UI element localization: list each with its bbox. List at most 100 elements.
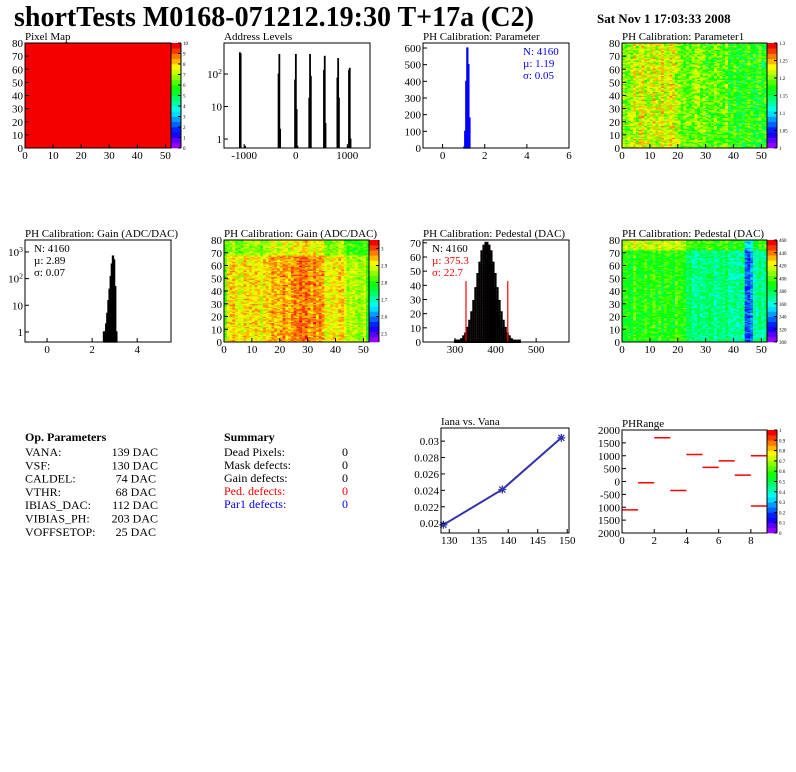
heatmap-cell (719, 61, 723, 63)
heatmap-cell (705, 117, 709, 120)
heatmap-cell (669, 133, 673, 136)
heatmap-cell (680, 46, 684, 49)
heatmap-cell (229, 316, 233, 319)
heatmap-cell (627, 145, 631, 147)
heatmap-cell (677, 145, 681, 147)
heatmap-cell (739, 78, 743, 81)
heatmap-cell (638, 145, 642, 147)
heatmap-cell (708, 54, 712, 57)
heatmap-cell (727, 48, 732, 50)
heatmap-cell (702, 107, 706, 109)
heatmap-cell (672, 79, 676, 82)
heatmap-cell (237, 326, 242, 329)
heatmap-cell (739, 56, 743, 58)
heatmap-cell (719, 125, 723, 128)
heatmap-cell (224, 316, 228, 319)
heatmap-cell (683, 65, 687, 67)
heatmap-cell (633, 71, 637, 74)
heatmap-cell (697, 71, 701, 74)
heatmap-cell (739, 128, 743, 130)
heatmap-cell (226, 276, 230, 279)
heatmap-cell (725, 136, 729, 138)
heatmap-cell (753, 95, 757, 98)
heatmap-cell (672, 136, 676, 138)
heatmap-cell (635, 73, 640, 75)
heatmap-cell (655, 86, 659, 88)
heatmap-cell (688, 124, 693, 126)
heatmap-cell (641, 113, 645, 116)
heatmap-cell (661, 121, 665, 124)
heatmap-cell (758, 81, 762, 83)
heatmap-cell (647, 99, 651, 102)
heatmap-cell (635, 64, 640, 66)
heatmap-cell (755, 82, 759, 84)
heatmap-cell (714, 103, 718, 105)
heatmap-cell (674, 112, 679, 115)
heatmap-cell (736, 53, 740, 56)
heatmap-cell (725, 103, 729, 105)
heatmap-cell (697, 134, 701, 137)
heatmap-cell (635, 69, 640, 71)
heatmap-cell (733, 106, 737, 108)
heatmap-cell (638, 146, 642, 149)
heatmap-cell (764, 106, 768, 108)
heatmap-cell (755, 106, 759, 108)
heatmap-cell (638, 128, 642, 130)
heatmap-cell (761, 90, 765, 92)
heatmap-cell (758, 130, 762, 133)
heatmap-cell (747, 95, 751, 98)
heatmap-cell (680, 43, 684, 45)
heatmap-cell (727, 61, 732, 63)
heatmap-cell (666, 120, 670, 123)
heatmap-cell (666, 141, 670, 144)
heatmap-cell (633, 138, 637, 141)
heatmap-cell (237, 264, 242, 266)
heatmap-cell (649, 100, 653, 103)
heatmap-cell (714, 86, 718, 88)
heatmap-cell (672, 67, 676, 70)
heatmap-cell (705, 73, 709, 75)
heatmap-cell (649, 87, 653, 90)
heatmap-cell (714, 70, 718, 73)
heatmap-cell (647, 121, 651, 124)
heatmap-cell (711, 134, 715, 137)
heatmap-cell (649, 50, 653, 53)
heatmap-cell (755, 83, 759, 86)
heatmap-cell (736, 111, 740, 113)
heatmap-cell (750, 96, 754, 99)
heatmap-cell (730, 132, 734, 134)
heatmap-cell (686, 73, 690, 75)
heatmap-cell (644, 67, 648, 70)
heatmap-cell (672, 64, 676, 66)
heatmap-cell (680, 77, 684, 79)
heatmap-cell (669, 98, 673, 100)
stats-line: σ: 0.07 (34, 267, 65, 279)
heatmap-cell (764, 70, 768, 73)
heatmap-cell (627, 107, 631, 109)
heatmap-cell (647, 113, 651, 116)
heatmap-cell (683, 52, 687, 54)
heatmap-cell (663, 125, 667, 128)
heatmap-cell (680, 96, 684, 99)
heatmap-cell (711, 144, 715, 146)
heatmap-cell (674, 88, 679, 91)
heatmap-cell (666, 132, 670, 134)
heatmap-cell (761, 138, 765, 141)
plot-frame (223, 42, 371, 149)
heatmap-cell (624, 83, 628, 86)
heatmap-cell (635, 132, 640, 134)
heatmap-cell (761, 44, 765, 46)
heatmap-cell (750, 81, 754, 83)
heatmap-cell (755, 65, 759, 67)
heatmap-cell (644, 117, 648, 120)
heatmap-cell (719, 58, 723, 61)
heatmap-cell (635, 66, 640, 69)
heatmap-cell (633, 92, 637, 95)
heatmap-cell (624, 57, 628, 60)
heatmap-cell (683, 71, 687, 74)
heatmap-cell (744, 79, 748, 82)
heatmap-cell (764, 128, 768, 130)
heatmap-cell (630, 81, 634, 83)
heatmap-cell (705, 62, 709, 65)
heatmap-cell (739, 100, 743, 103)
